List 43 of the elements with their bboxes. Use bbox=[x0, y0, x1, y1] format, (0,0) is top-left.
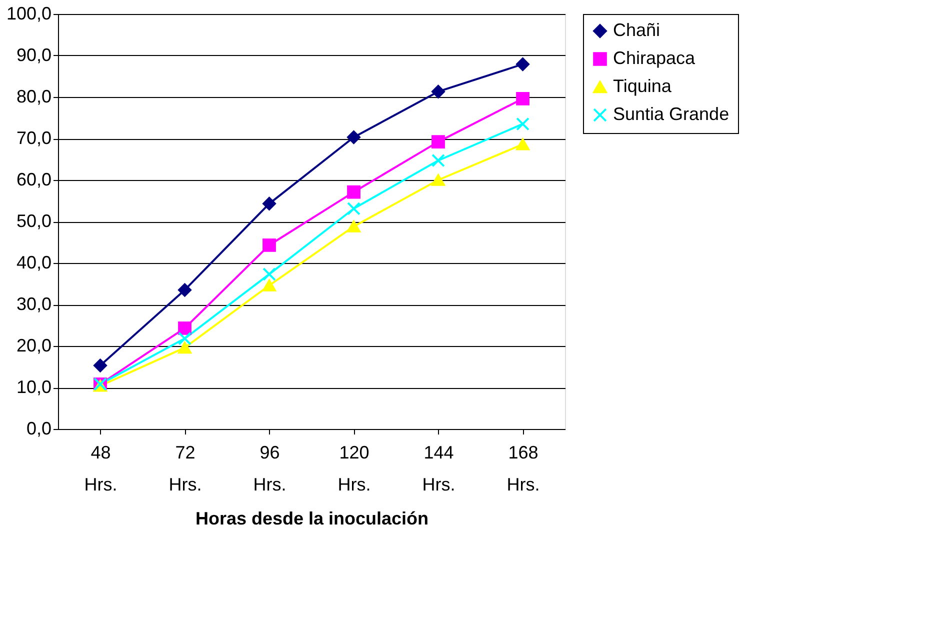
x-tick-label: 96 Hrs. bbox=[253, 442, 286, 494]
point bbox=[516, 138, 530, 150]
legend-label: Tiquina bbox=[613, 76, 672, 96]
y-tick-label: 100,0 bbox=[6, 4, 52, 24]
x-tick-label: 72 Hrs. bbox=[168, 442, 202, 494]
point bbox=[347, 130, 360, 144]
x-tick-label: 120 Hrs. bbox=[338, 442, 371, 494]
point bbox=[262, 279, 276, 292]
point bbox=[347, 202, 360, 216]
y-tick-label: 90,0 bbox=[16, 45, 52, 65]
point bbox=[262, 238, 276, 252]
y-tick-label: 40,0 bbox=[16, 252, 52, 272]
x-tick-label: 48 Hrs. bbox=[84, 442, 118, 494]
x-tick-label: 168 Hrs. bbox=[506, 442, 540, 494]
point bbox=[178, 283, 192, 297]
legend-label: Chañi bbox=[613, 20, 660, 40]
y-tick-label: 60,0 bbox=[16, 170, 52, 190]
point bbox=[516, 58, 530, 71]
point bbox=[178, 321, 192, 335]
point bbox=[516, 117, 530, 131]
point bbox=[432, 135, 445, 149]
y-tick-label: 70,0 bbox=[16, 128, 52, 148]
y-tick-label: 0,0 bbox=[26, 418, 52, 438]
point bbox=[347, 185, 360, 199]
point bbox=[347, 220, 360, 232]
x-tick-label: 144 Hrs. bbox=[422, 442, 456, 494]
point bbox=[432, 154, 445, 168]
point bbox=[94, 358, 107, 372]
point bbox=[432, 174, 445, 186]
point bbox=[178, 332, 192, 346]
y-tick-label: 80,0 bbox=[16, 86, 52, 106]
y-tick-label: 10,0 bbox=[16, 377, 52, 397]
point bbox=[262, 268, 276, 281]
legend-label: Suntia Grande bbox=[613, 104, 730, 124]
y-tick-label: 20,0 bbox=[16, 336, 52, 356]
point bbox=[178, 342, 192, 354]
legend-label: Chirapaca bbox=[613, 48, 696, 68]
point bbox=[516, 92, 530, 106]
point bbox=[262, 196, 276, 210]
y-tick-label: 50,0 bbox=[16, 211, 52, 231]
x-axis-title: Horas desde la inoculación bbox=[195, 508, 429, 528]
y-tick-label: 30,0 bbox=[16, 294, 52, 314]
point bbox=[432, 84, 445, 98]
